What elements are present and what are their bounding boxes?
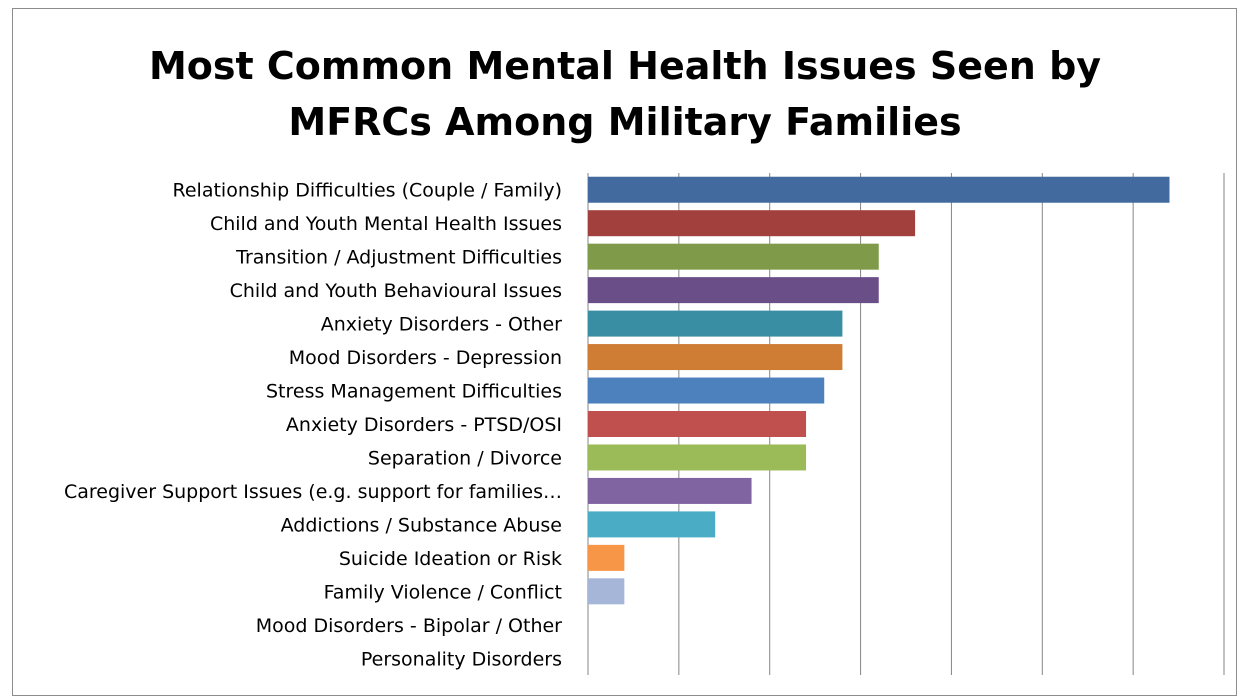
chart-title-line-2: MFRCs Among Military Families	[288, 100, 962, 144]
chart-title-line-1: Most Common Mental Health Issues Seen by	[148, 44, 1102, 88]
bar	[588, 176, 1170, 203]
category-label: Anxiety Disorders - PTSD/OSI	[286, 414, 562, 436]
category-label: Mood Disorders - Depression	[289, 347, 562, 369]
bar	[588, 544, 625, 571]
bar	[588, 310, 843, 337]
bar	[588, 243, 879, 270]
category-label: Family Violence / Conflict	[324, 581, 562, 603]
category-label: Transition / Adjustment Difficulties	[235, 247, 562, 269]
bar	[588, 277, 879, 304]
bar	[588, 210, 916, 237]
bar	[588, 511, 716, 538]
category-label: Personality Disorders	[361, 648, 562, 670]
bar	[588, 477, 752, 504]
category-label: Relationship Difficulties (Couple / Fami…	[173, 180, 562, 202]
category-label: Mood Disorders - Bipolar / Other	[256, 615, 562, 637]
bars	[588, 176, 1170, 605]
category-label: Caregiver Support Issues (e.g. support f…	[64, 481, 562, 503]
bar	[588, 344, 843, 371]
bar	[588, 411, 807, 437]
bar	[588, 444, 807, 471]
bar	[588, 578, 625, 605]
category-label: Child and Youth Behavioural Issues	[230, 280, 562, 302]
category-label: Stress Management Difficulties	[266, 381, 562, 403]
category-label: Suicide Ideation or Risk	[339, 548, 562, 570]
category-label: Child and Youth Mental Health Issues	[210, 213, 562, 235]
category-label: Separation / Divorce	[368, 447, 562, 469]
chart-title: Most Common Mental Health Issues Seen by…	[0, 38, 1250, 150]
bar	[588, 377, 825, 404]
category-label: Anxiety Disorders - Other	[321, 314, 562, 336]
category-labels: Relationship Difficulties (Couple / Fami…	[64, 180, 562, 671]
category-label: Addictions / Substance Abuse	[281, 514, 562, 536]
